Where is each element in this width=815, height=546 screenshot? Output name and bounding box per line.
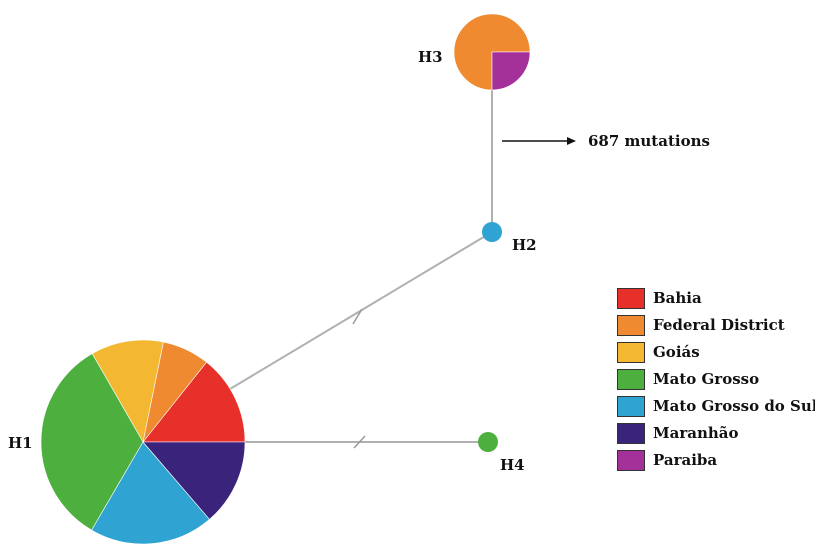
legend-swatch — [617, 341, 645, 363]
mutation-arrow — [502, 137, 576, 145]
legend-label: Mato Grosso do Sul — [653, 397, 815, 415]
legend-swatch — [617, 422, 645, 444]
hatch-mark-h1-h4 — [353, 435, 366, 449]
hatch-mark-h1-h2 — [352, 308, 363, 325]
haplotype-node-h1 — [40, 339, 246, 545]
legend-label: Goiás — [653, 343, 700, 361]
pie-slice-mato-grosso — [478, 432, 498, 452]
haplotype-node-h3 — [453, 13, 531, 91]
links-layer — [224, 86, 493, 449]
legend: Bahia Federal District Goiás Mato Grosso… — [617, 285, 815, 474]
legend-swatch — [617, 287, 645, 309]
legend-label: Paraiba — [653, 451, 718, 469]
node-label-h1: H1 — [8, 434, 33, 452]
haplotype-node-h2 — [482, 222, 502, 242]
mutation-count-label: 687 mutations — [588, 132, 710, 150]
node-label-h4: H4 — [500, 456, 525, 474]
node-label-h2: H2 — [512, 236, 537, 254]
legend-swatch — [617, 395, 645, 417]
pie-slice-mato-grosso — [40, 353, 144, 531]
node-label-h3: H3 — [418, 48, 443, 66]
legend-swatch — [617, 449, 645, 471]
legend-label: Maranhão — [653, 424, 739, 442]
legend-item-mato-grosso: Mato Grosso — [617, 366, 815, 392]
legend-item-federal-district: Federal District — [617, 312, 815, 338]
pie-slice-maranh-o — [142, 441, 246, 520]
pie-slice-mato-grosso-do-sul — [91, 441, 210, 545]
legend-swatch — [617, 314, 645, 336]
legend-label: Mato Grosso — [653, 370, 760, 388]
legend-item-mato-grosso-do-sul: Mato Grosso do Sul — [617, 393, 815, 419]
legend-item-maranhao: Maranhão — [617, 420, 815, 446]
legend-item-bahia: Bahia — [617, 285, 815, 311]
legend-swatch — [617, 368, 645, 390]
pie-slice-paraiba — [491, 51, 531, 91]
pie-slice-bahia — [142, 361, 246, 443]
pie-slice-mato-grosso-do-sul — [482, 222, 502, 242]
haplotype-node-h4 — [478, 432, 498, 452]
legend-item-goias: Goiás — [617, 339, 815, 365]
legend-item-paraiba: Paraiba — [617, 447, 815, 473]
legend-label: Bahia — [653, 289, 702, 307]
legend-label: Federal District — [653, 316, 785, 334]
link-h1-h2 — [224, 231, 493, 393]
pie-slice-federal-district — [453, 13, 531, 91]
pie-slice-goi-s — [91, 339, 164, 443]
